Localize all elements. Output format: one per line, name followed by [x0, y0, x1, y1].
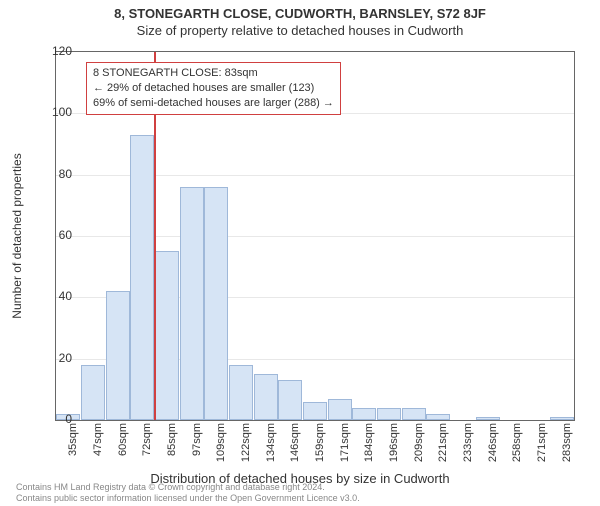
histogram-bar [328, 399, 352, 420]
histogram-bar [476, 417, 500, 420]
x-tick-label: 221sqm [437, 423, 449, 483]
footnote-line1: Contains HM Land Registry data © Crown c… [16, 482, 360, 493]
histogram-bar [81, 365, 105, 420]
chart-title: 8, STONEGARTH CLOSE, CUDWORTH, BARNSLEY,… [0, 6, 600, 21]
histogram-bar [106, 291, 130, 420]
x-tick-label: 60sqm [117, 423, 129, 483]
histogram-bar [303, 402, 327, 420]
x-tick-label: 47sqm [92, 423, 104, 483]
x-tick-label: 35sqm [67, 423, 79, 483]
histogram-bar [550, 417, 574, 420]
histogram-bar [278, 380, 302, 420]
x-tick-label: 159sqm [314, 423, 326, 483]
histogram-bar [426, 414, 450, 420]
x-tick-label: 271sqm [536, 423, 548, 483]
histogram-bar [352, 408, 376, 420]
info-box-line2: ← 29% of detached houses are smaller (12… [93, 81, 334, 96]
y-tick-label: 80 [59, 167, 72, 181]
chart-container: 8, STONEGARTH CLOSE, CUDWORTH, BARNSLEY,… [0, 6, 600, 506]
footnote: Contains HM Land Registry data © Crown c… [16, 482, 360, 504]
x-tick-label: 209sqm [413, 423, 425, 483]
histogram-bar [377, 408, 401, 420]
histogram-bar [402, 408, 426, 420]
x-tick-label: 171sqm [339, 423, 351, 483]
y-axis-label: Number of detached properties [10, 153, 24, 318]
histogram-bar [254, 374, 278, 420]
info-box-line1: 8 STONEGARTH CLOSE: 83sqm [93, 66, 334, 81]
histogram-bar [204, 187, 228, 420]
chart-subtitle: Size of property relative to detached ho… [0, 23, 600, 38]
y-tick-label: 100 [52, 105, 72, 119]
x-tick-label: 258sqm [511, 423, 523, 483]
histogram-bar [180, 187, 204, 420]
plot-area: 8 STONEGARTH CLOSE: 83sqm← 29% of detach… [55, 51, 575, 421]
x-tick-label: 196sqm [388, 423, 400, 483]
footnote-line2: Contains public sector information licen… [16, 493, 360, 504]
info-box: 8 STONEGARTH CLOSE: 83sqm← 29% of detach… [86, 62, 341, 115]
x-tick-label: 233sqm [462, 423, 474, 483]
x-tick-label: 146sqm [289, 423, 301, 483]
x-tick-label: 246sqm [487, 423, 499, 483]
x-tick-label: 72sqm [141, 423, 153, 483]
y-tick-label: 20 [59, 351, 72, 365]
x-tick-label: 134sqm [265, 423, 277, 483]
x-tick-label: 85sqm [166, 423, 178, 483]
x-tick-label: 184sqm [363, 423, 375, 483]
histogram-bar [155, 251, 179, 420]
y-tick-label: 40 [59, 289, 72, 303]
x-tick-label: 97sqm [191, 423, 203, 483]
y-tick-label: 120 [52, 44, 72, 58]
x-tick-label: 109sqm [215, 423, 227, 483]
x-tick-label: 283sqm [561, 423, 573, 483]
info-box-line3: 69% of semi-detached houses are larger (… [93, 96, 334, 111]
y-tick-label: 60 [59, 228, 72, 242]
x-tick-label: 122sqm [240, 423, 252, 483]
histogram-bar [229, 365, 253, 420]
histogram-bar [130, 135, 154, 420]
